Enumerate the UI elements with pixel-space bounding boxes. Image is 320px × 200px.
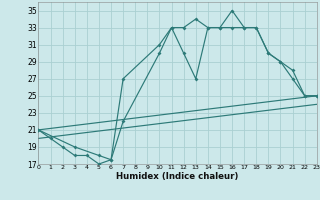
X-axis label: Humidex (Indice chaleur): Humidex (Indice chaleur) [116, 172, 239, 181]
